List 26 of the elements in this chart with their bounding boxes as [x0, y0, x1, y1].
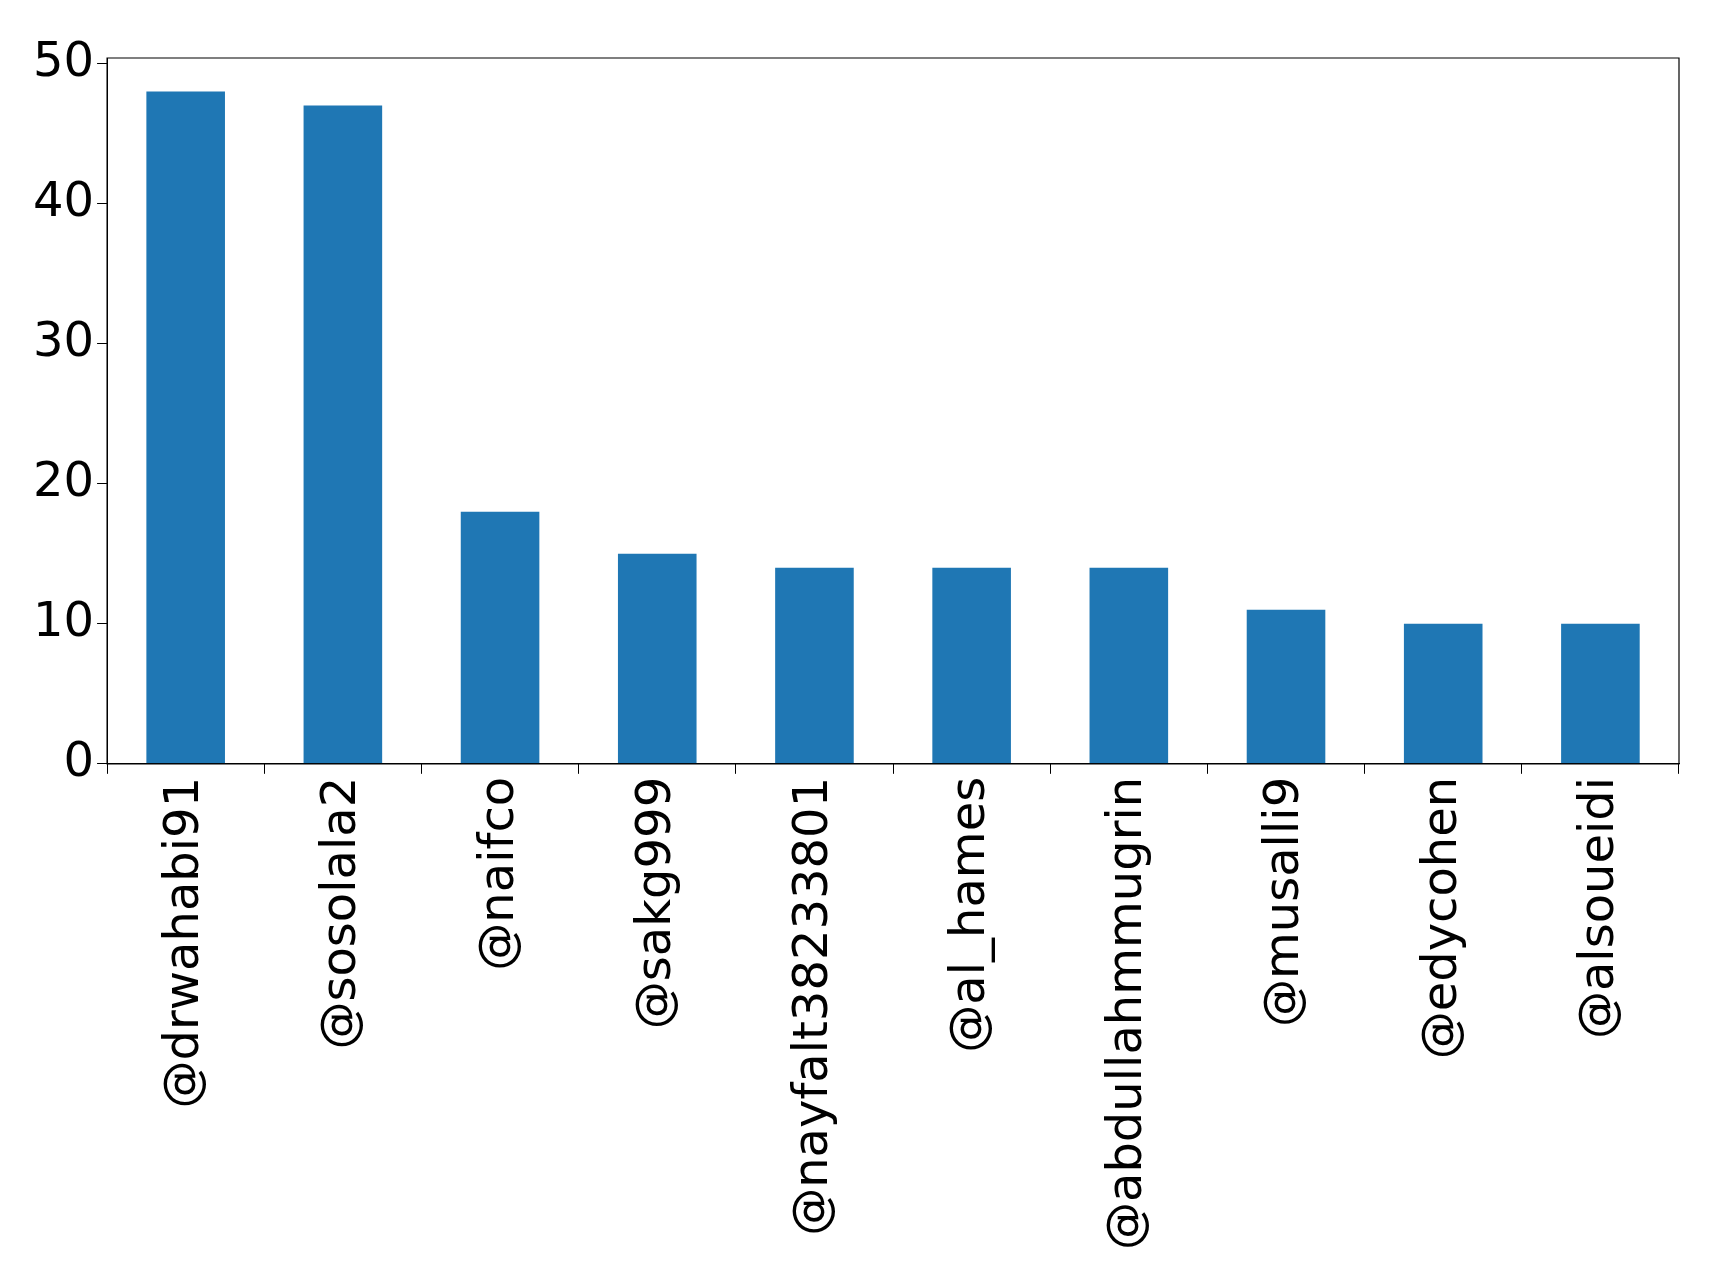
x-tick-label: @abdullahmmugrin — [1096, 776, 1153, 1251]
x-tick-label: @alsoueidi — [1567, 776, 1624, 1040]
bar — [460, 511, 540, 764]
y-tick-label: 20 — [33, 451, 95, 508]
y-tick-label: 30 — [33, 311, 95, 368]
x-tick-label: @al_hames — [939, 776, 996, 1053]
y-tick-label: 50 — [33, 31, 95, 88]
x-tick-label: @naifco — [467, 776, 524, 971]
bar — [1089, 567, 1169, 764]
bar — [146, 91, 225, 764]
x-tick-label: @musalli9 — [1253, 776, 1310, 1027]
bar — [775, 567, 854, 764]
x-tick-label: @drwahabi91 — [153, 776, 210, 1109]
y-tick-label: 0 — [63, 731, 95, 788]
bar — [1403, 623, 1483, 764]
y-tick-label: 40 — [33, 171, 95, 228]
bar — [617, 553, 697, 764]
x-tick-label: @edycohen — [1410, 776, 1467, 1060]
bar — [1246, 609, 1326, 764]
x-tick-label: @sakg999 — [624, 776, 681, 1030]
y-tick-label: 10 — [33, 591, 95, 648]
x-tick-label: @nayfalt38233801 — [781, 776, 838, 1236]
x-tick-label: @sosolala2 — [310, 776, 367, 1050]
bar — [303, 105, 383, 764]
bar — [1561, 623, 1640, 764]
bar — [932, 567, 1011, 764]
